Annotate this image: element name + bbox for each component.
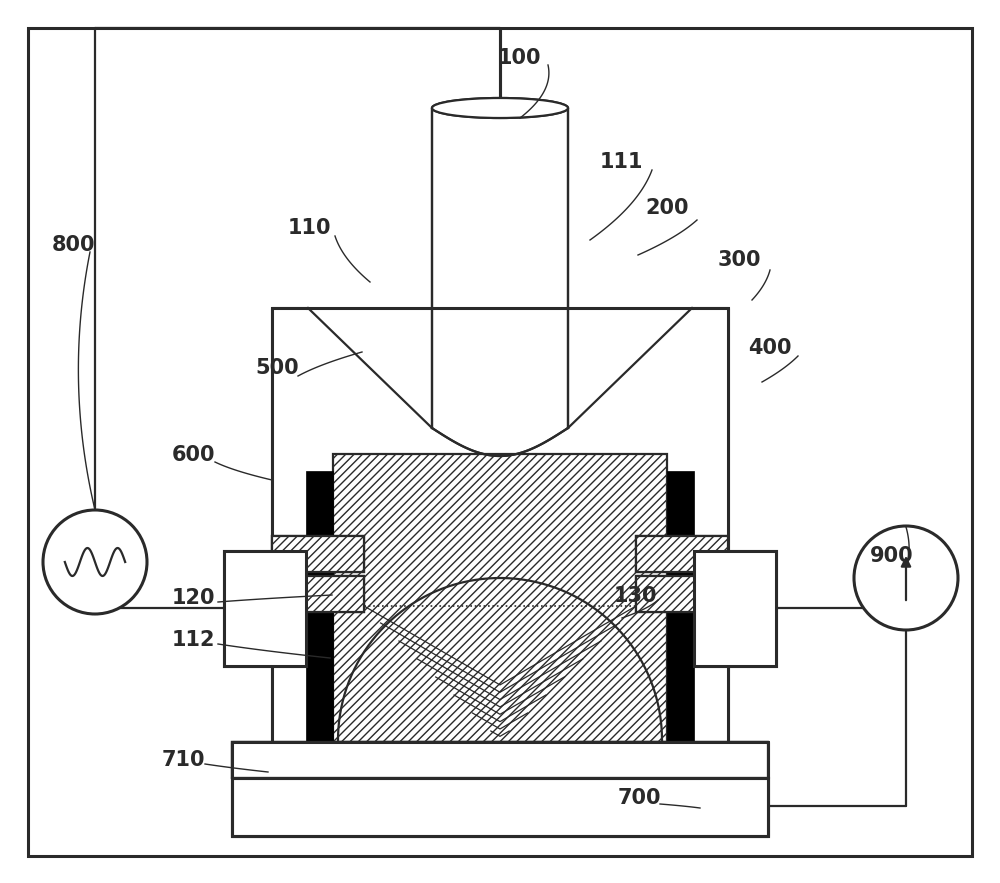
Text: 710: 710 <box>162 750 206 770</box>
Bar <box>636 576 728 612</box>
Ellipse shape <box>432 98 568 118</box>
Bar <box>232 742 768 778</box>
Bar <box>232 778 768 836</box>
Bar <box>272 308 728 776</box>
Bar <box>636 536 728 572</box>
Bar <box>272 576 364 612</box>
Text: 500: 500 <box>255 358 299 378</box>
Bar <box>636 536 728 572</box>
Circle shape <box>43 510 147 614</box>
Text: 200: 200 <box>645 198 688 218</box>
Ellipse shape <box>432 98 568 118</box>
Bar <box>232 778 768 836</box>
Circle shape <box>854 526 958 630</box>
Text: 110: 110 <box>288 218 332 238</box>
Bar <box>636 576 728 612</box>
Text: 400: 400 <box>748 338 792 358</box>
Bar <box>272 536 364 572</box>
Text: 600: 600 <box>172 445 216 465</box>
Bar <box>272 536 364 572</box>
Bar <box>272 308 306 776</box>
Text: 112: 112 <box>172 630 216 650</box>
Polygon shape <box>333 454 667 742</box>
Bar <box>224 551 306 666</box>
Text: 900: 900 <box>870 546 914 566</box>
Text: 130: 130 <box>614 586 658 606</box>
Bar <box>224 551 306 666</box>
Bar <box>667 471 694 742</box>
Text: 111: 111 <box>600 152 644 172</box>
Text: 100: 100 <box>498 48 542 68</box>
Bar <box>306 471 333 742</box>
Text: 800: 800 <box>52 235 96 255</box>
Bar <box>694 308 728 776</box>
Bar <box>694 551 776 666</box>
Text: 120: 120 <box>172 588 216 608</box>
Text: 700: 700 <box>618 788 662 808</box>
Text: 300: 300 <box>718 250 762 270</box>
Bar <box>232 742 768 778</box>
Bar <box>272 576 364 612</box>
Bar <box>694 551 776 666</box>
